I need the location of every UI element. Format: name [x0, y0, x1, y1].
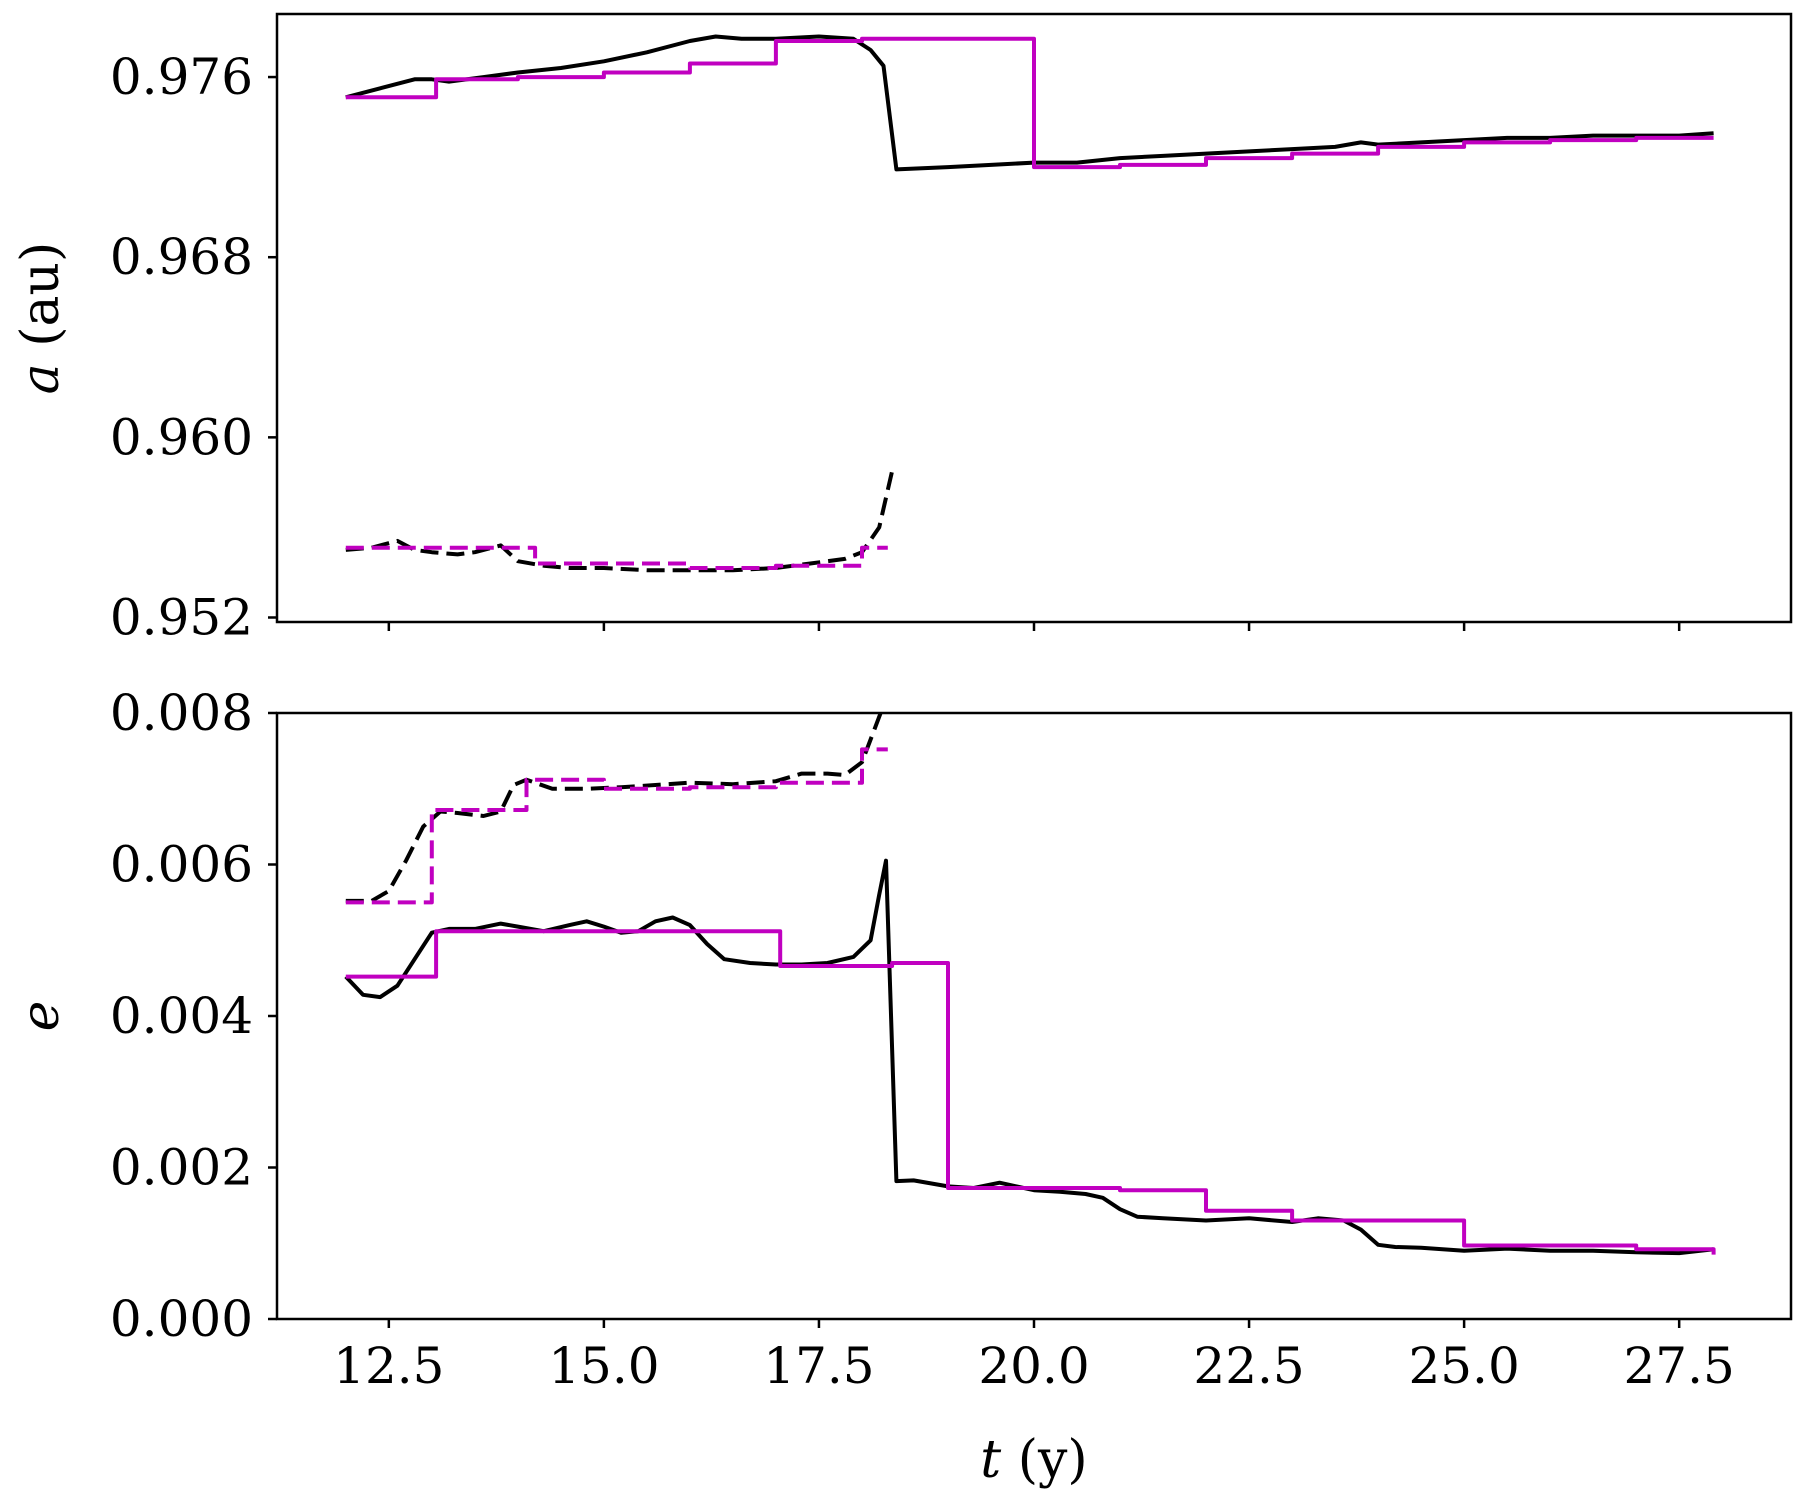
- top-y-tick-label: 0.968: [110, 228, 253, 286]
- bot-y-tick-label: 0.006: [110, 836, 253, 894]
- x-tick-label: 17.5: [763, 1337, 874, 1395]
- bottom-y-ticks: 0.000 0.002 0.004 0.006 0.008: [110, 684, 277, 1348]
- top-y-axis-variable: a: [11, 363, 71, 394]
- top-y-axis-unit: (au): [11, 242, 71, 347]
- bot-y-tick-label: 0.008: [110, 684, 253, 742]
- x-tick-label: 15.0: [548, 1337, 659, 1395]
- x-tick-label: 27.5: [1624, 1337, 1735, 1395]
- bottom-panel-e: 0.000 0.002 0.004 0.006 0.008 12.5 15.0 17.5 20…: [11, 684, 1793, 1490]
- x-axis-label: t (y): [980, 1430, 1087, 1490]
- top-y-tick-label: 0.952: [110, 588, 253, 646]
- x-tick-label: 22.5: [1193, 1337, 1304, 1395]
- x-axis-variable: t: [980, 1430, 1001, 1490]
- bottom-y-axis-label: e: [11, 1001, 71, 1032]
- x-tick-label: 25.0: [1408, 1337, 1519, 1395]
- top-y-tick-label: 0.976: [110, 48, 253, 106]
- bottom-x-ticks: 12.5 15.0 17.5 20.0 22.5 25.0 27.5: [333, 1319, 1735, 1395]
- x-tick-label: 12.5: [333, 1337, 444, 1395]
- bot-y-tick-label: 0.000: [110, 1290, 253, 1348]
- top-series-1-magenta-solid: [345, 36, 1714, 170]
- bottom-series-lines: [344, 713, 1716, 1256]
- top-series-0-black-solid: [345, 34, 1714, 172]
- top-series-lines: [345, 34, 1714, 573]
- bot-series-1-magenta-solid: [345, 929, 1716, 1255]
- bot-y-tick-label: 0.004: [110, 987, 253, 1045]
- bot-series-3-magenta-dashed: [345, 747, 888, 905]
- top-series-3-magenta-dashed: [345, 545, 888, 570]
- top-x-ticks: [387, 622, 1681, 631]
- x-axis-unit: (y): [1018, 1430, 1088, 1490]
- top-y-tick-label: 0.960: [110, 408, 253, 466]
- bot-series-2-black-dashed: [345, 713, 883, 903]
- x-tick-label: 20.0: [978, 1337, 1089, 1395]
- top-y-ticks: 0.976 0.968 0.960 0.952: [110, 48, 277, 646]
- top-panel-a: 0.976 0.968 0.960 0.952 a (au): [11, 12, 1793, 646]
- bot-y-tick-label: 0.002: [110, 1139, 253, 1197]
- top-y-axis-label: a (au): [11, 242, 71, 395]
- bot-series-0-black-solid: [344, 858, 1714, 1256]
- top-series-2-black-dashed: [345, 470, 895, 573]
